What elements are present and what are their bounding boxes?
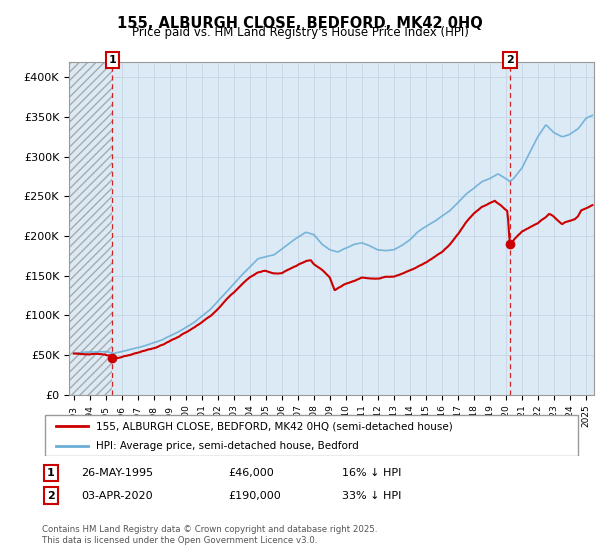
Text: 2: 2 bbox=[506, 55, 514, 65]
Text: 16% ↓ HPI: 16% ↓ HPI bbox=[342, 468, 401, 478]
Text: £46,000: £46,000 bbox=[228, 468, 274, 478]
Text: Contains HM Land Registry data © Crown copyright and database right 2025.
This d: Contains HM Land Registry data © Crown c… bbox=[42, 525, 377, 545]
Bar bbox=[69, 62, 112, 395]
Text: 03-APR-2020: 03-APR-2020 bbox=[81, 491, 152, 501]
FancyBboxPatch shape bbox=[45, 416, 578, 456]
Text: 26-MAY-1995: 26-MAY-1995 bbox=[81, 468, 153, 478]
Text: 155, ALBURGH CLOSE, BEDFORD, MK42 0HQ (semi-detached house): 155, ALBURGH CLOSE, BEDFORD, MK42 0HQ (s… bbox=[96, 421, 453, 431]
Text: 2: 2 bbox=[47, 491, 55, 501]
Text: 155, ALBURGH CLOSE, BEDFORD, MK42 0HQ: 155, ALBURGH CLOSE, BEDFORD, MK42 0HQ bbox=[117, 16, 483, 31]
Text: Price paid vs. HM Land Registry's House Price Index (HPI): Price paid vs. HM Land Registry's House … bbox=[131, 26, 469, 39]
Text: 1: 1 bbox=[47, 468, 55, 478]
Text: £190,000: £190,000 bbox=[228, 491, 281, 501]
Text: 33% ↓ HPI: 33% ↓ HPI bbox=[342, 491, 401, 501]
Text: 1: 1 bbox=[109, 55, 116, 65]
Text: HPI: Average price, semi-detached house, Bedford: HPI: Average price, semi-detached house,… bbox=[96, 441, 359, 451]
